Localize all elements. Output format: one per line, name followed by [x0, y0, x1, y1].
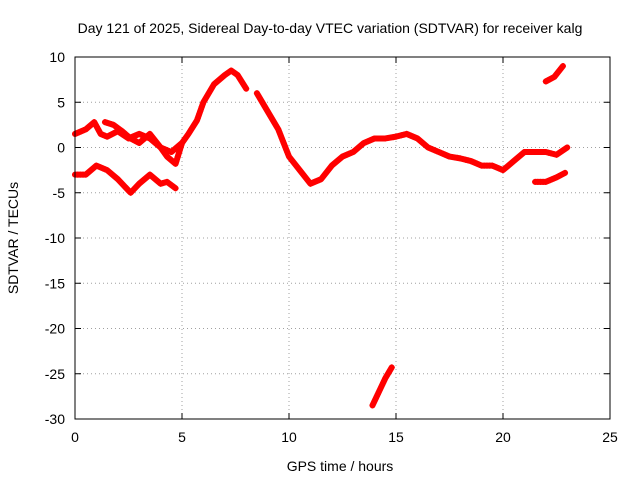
data-point — [457, 155, 464, 162]
series-track-f — [542, 63, 566, 85]
data-point — [243, 85, 250, 92]
data-point — [395, 132, 402, 139]
y-tick-label: 5 — [57, 94, 65, 110]
y-tick-label: 10 — [49, 49, 65, 65]
data-point — [172, 185, 179, 192]
series-track-e — [532, 169, 569, 185]
y-axis-title: SDTVAR / TECUs — [5, 182, 21, 294]
data-point — [179, 139, 185, 146]
data-marks — [72, 63, 571, 409]
y-tick-label: -25 — [45, 366, 65, 382]
x-tick-label: 20 — [495, 429, 511, 445]
y-tick-label: -10 — [45, 230, 65, 246]
data-point — [559, 63, 566, 70]
series-track-b — [101, 119, 185, 156]
x-tick-label: 15 — [388, 429, 404, 445]
series-track-c — [72, 162, 179, 196]
y-tick-label: 0 — [57, 140, 65, 156]
data-point — [548, 150, 555, 157]
data-point — [542, 149, 549, 156]
data-point — [564, 144, 571, 151]
x-tick-label: 10 — [281, 429, 297, 445]
x-tick-label: 0 — [71, 429, 79, 445]
data-point — [465, 157, 472, 164]
x-tick-label: 5 — [178, 429, 186, 445]
data-point — [545, 149, 552, 156]
data-point — [459, 156, 466, 163]
axis-ticks: 0 5 10 15 20 25 10 5 0 -5 -10 -15 -20 -25 -30 — [45, 49, 618, 445]
y-tick-label: -5 — [53, 185, 66, 201]
data-point — [562, 169, 569, 176]
data-point — [393, 133, 399, 140]
series-track-d — [253, 90, 571, 187]
grid-lines — [75, 57, 610, 419]
series-track-g — [369, 364, 395, 409]
chart-title: Day 121 of 2025, Sidereal Day-to-day VTE… — [78, 20, 583, 36]
y-tick-label: -15 — [45, 275, 65, 291]
data-point — [462, 156, 469, 163]
x-tick-label: 25 — [602, 429, 618, 445]
y-tick-label: -30 — [45, 411, 65, 427]
data-point — [388, 364, 395, 371]
data-point — [550, 151, 557, 158]
data-point — [398, 132, 405, 139]
y-tick-label: -20 — [45, 321, 65, 337]
x-axis-title: GPS time / hours — [287, 458, 394, 474]
